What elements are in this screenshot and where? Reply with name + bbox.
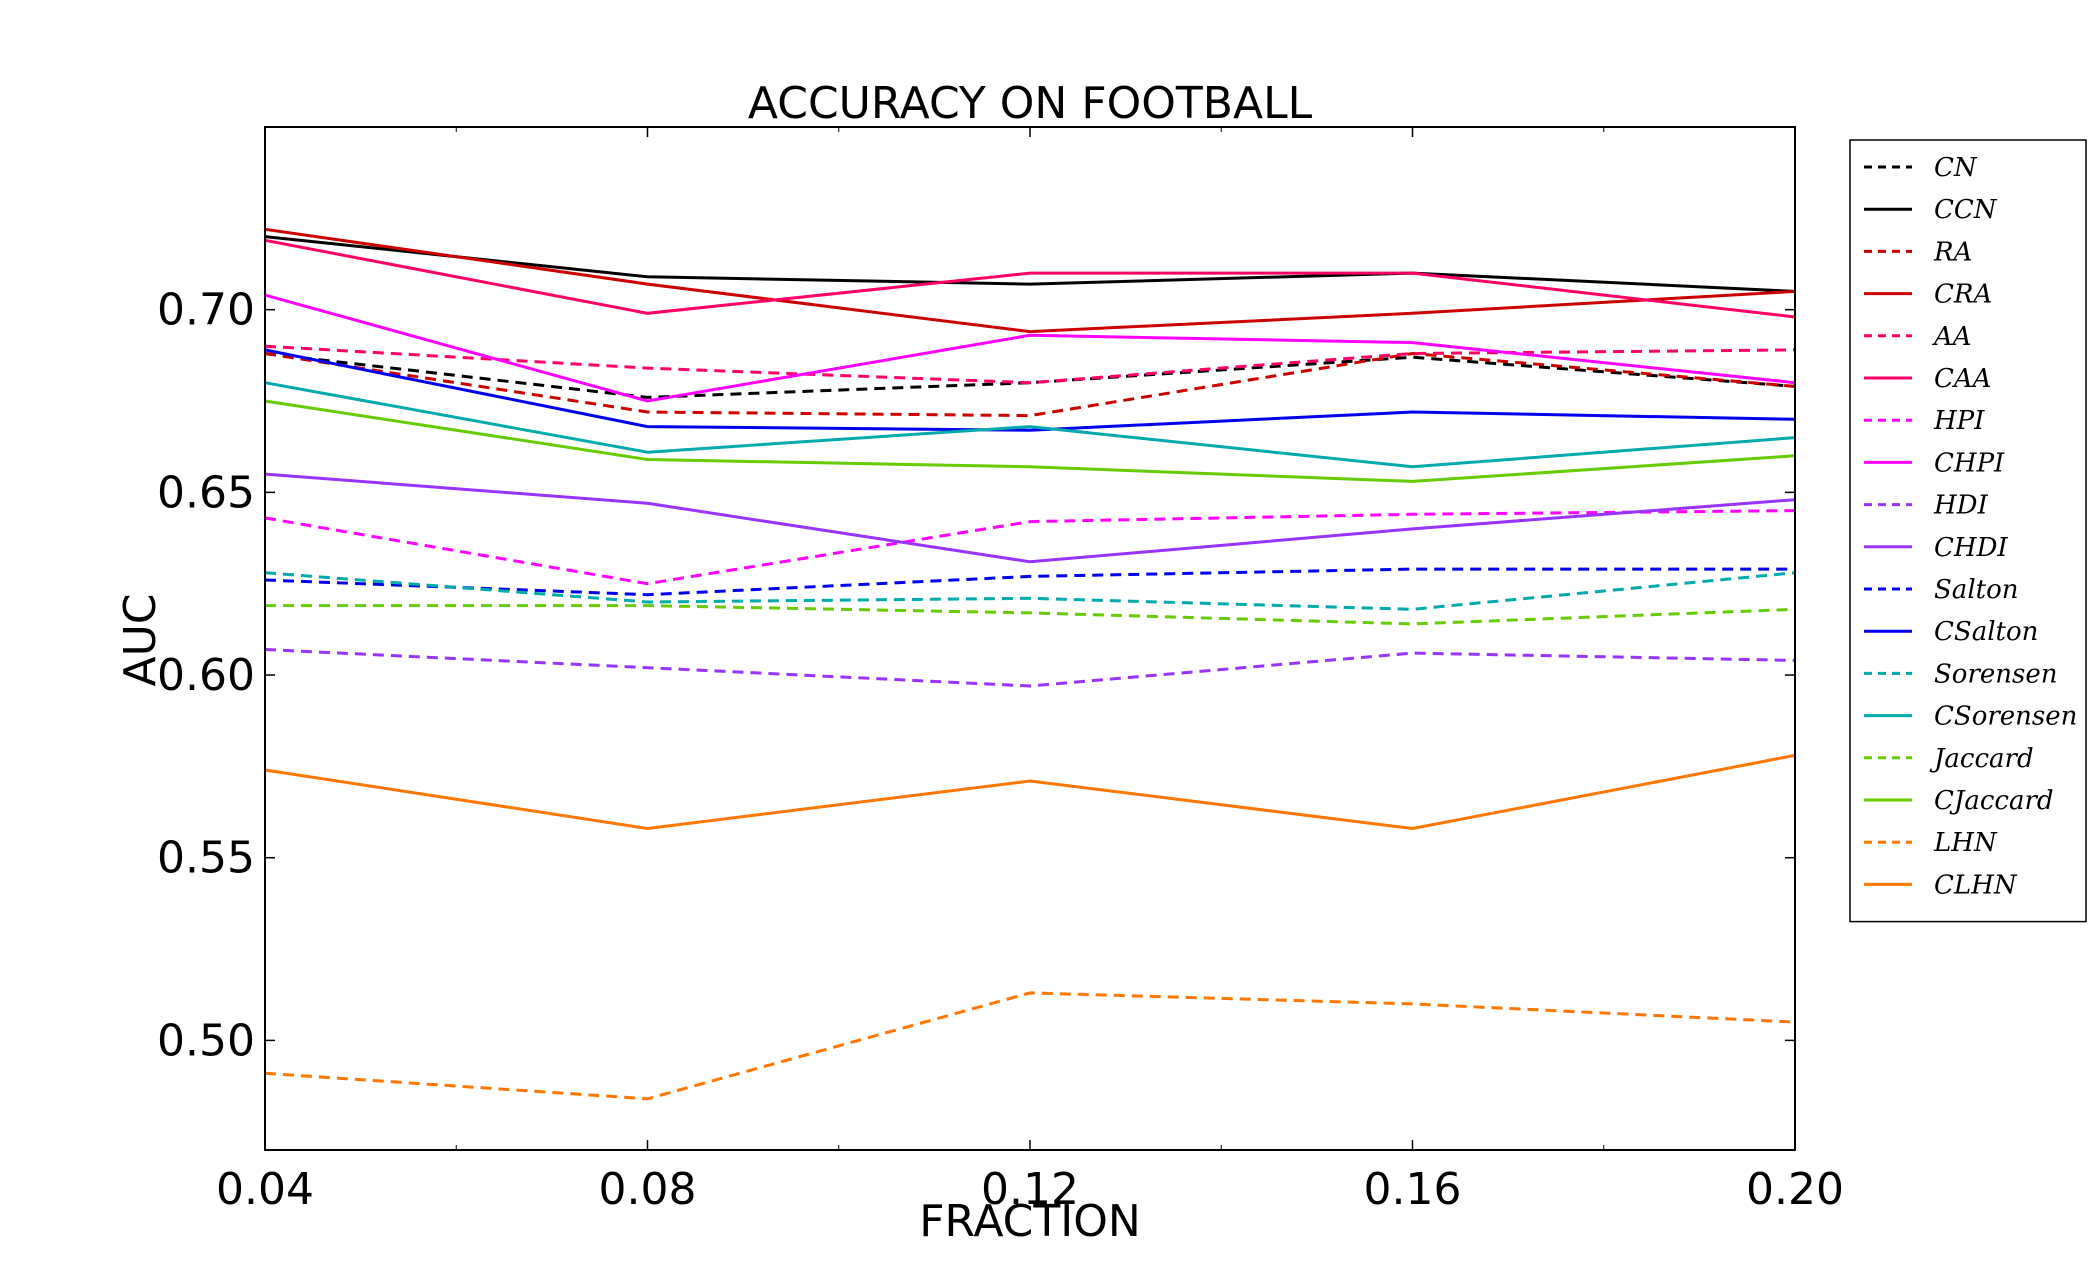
chart-title: ACCURACY ON FOOTBALL [748, 78, 1313, 129]
series-line-chpi [264, 293, 1796, 403]
legend-label: RA [1933, 237, 1972, 267]
series-line-chdi [264, 472, 1796, 564]
plot-area [264, 227, 1796, 1101]
legend-label: HDI [1933, 491, 1989, 521]
y-tick-label: 0.50 [157, 1015, 255, 1066]
series-line-cjaccard [264, 399, 1796, 483]
legend-label: CHPI [1934, 448, 2005, 478]
legend-label: CN [1934, 153, 1978, 183]
series-line-aa [264, 344, 1796, 385]
series-line-hpi [264, 509, 1796, 586]
axes: 0.04 0.08 0.12 0.16 0.20 0.50 0.55 0.60 0.65 0.70 [157, 127, 1844, 1215]
legend-label: CSorensen [1934, 702, 2077, 732]
series-line-caa [264, 238, 1796, 319]
y-axis-label: AUC [115, 593, 166, 686]
x-axis-label: FRACTION [919, 1196, 1141, 1247]
legend-label: HPI [1933, 406, 1985, 436]
series-line-salton [264, 567, 1795, 597]
legend-label: AA [1932, 322, 1972, 352]
legend-label: Sorensen [1934, 659, 2058, 689]
series-line-jaccard [265, 604, 1796, 626]
legend-label: Jaccard [1929, 744, 2034, 774]
y-tick-label: 0.65 [157, 467, 255, 518]
series-line-ccn [264, 235, 1796, 293]
legend-label: CSalton [1934, 617, 2038, 647]
x-tick-label: 0.16 [1364, 1164, 1462, 1215]
x-tick-label: 0.04 [216, 1164, 314, 1215]
series-line-csorensen [264, 381, 1796, 469]
series-line-hdi [264, 648, 1796, 688]
x-tick-label: 0.20 [1746, 1164, 1844, 1215]
series-line-sorensen [264, 571, 1796, 611]
series-line-csalton [264, 348, 1796, 432]
series-line-cn [264, 352, 1796, 399]
legend-label: CRA [1934, 280, 1992, 310]
legend-label: Salton [1934, 575, 2018, 605]
legend-label: LHN [1933, 828, 1998, 858]
legend-label: CHDI [1934, 533, 2008, 563]
series-line-cra [264, 227, 1796, 334]
legend-label: CAA [1934, 364, 1991, 394]
series-line-ra [264, 351, 1796, 418]
legend-box [1849, 139, 2087, 923]
x-tick-label: 0.12 [981, 1164, 1079, 1215]
series-line-lhn [264, 991, 1796, 1101]
y-tick-label: 0.70 [157, 285, 255, 336]
y-tick-label: 0.55 [157, 833, 255, 884]
legend-label: CJaccard [1934, 786, 2054, 816]
legend-label: CLHN [1934, 870, 2018, 900]
x-tick-label: 0.08 [599, 1164, 697, 1215]
legend: CN CCN RA CRA AA CAA HPI CHPI HDI CHDI Salton CSalt… [1849, 139, 2087, 923]
y-tick-label: 0.60 [157, 650, 255, 701]
series-line-clhn [264, 753, 1796, 831]
legend-label: CCN [1934, 195, 1998, 225]
